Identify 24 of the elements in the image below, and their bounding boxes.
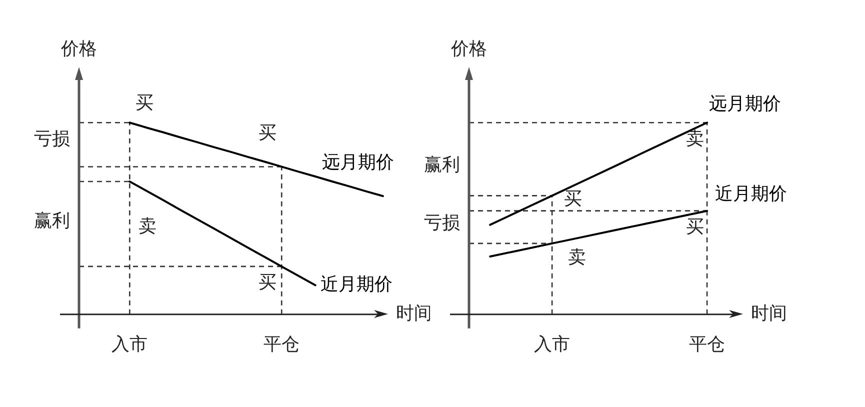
annotation: 赢利 [34, 210, 70, 231]
series-label: 远月期价 [709, 93, 782, 114]
annotation: 亏损 [34, 128, 70, 149]
annotation: 买 [258, 272, 277, 292]
series-label: 近月期价 [320, 274, 392, 294]
x-tick-label: 平仓 [264, 334, 300, 354]
y-axis-title: 价格 [450, 38, 487, 59]
annotation: 买 [258, 122, 277, 142]
series-label: 近月期价 [715, 184, 788, 204]
text: 亏损 [424, 212, 460, 233]
text: 赢利 [424, 154, 460, 175]
series-label: 远月期价 [322, 152, 394, 172]
annotation: 卖 [568, 247, 586, 268]
annotation: 买 [686, 216, 704, 237]
annotation: 买 [136, 92, 154, 112]
annotation: 卖 [138, 216, 157, 236]
x-axis-title: 时间 [396, 303, 432, 324]
x-tick-label: 入市 [112, 334, 148, 354]
x-tick-label: 平仓 [689, 334, 726, 354]
y-axis-title: 价格 [60, 38, 97, 59]
x-axis-title: 时间 [751, 303, 787, 324]
annotation: 卖 [686, 128, 704, 148]
x-tick-label: 入市 [534, 334, 570, 354]
annotation: 买 [564, 188, 582, 208]
